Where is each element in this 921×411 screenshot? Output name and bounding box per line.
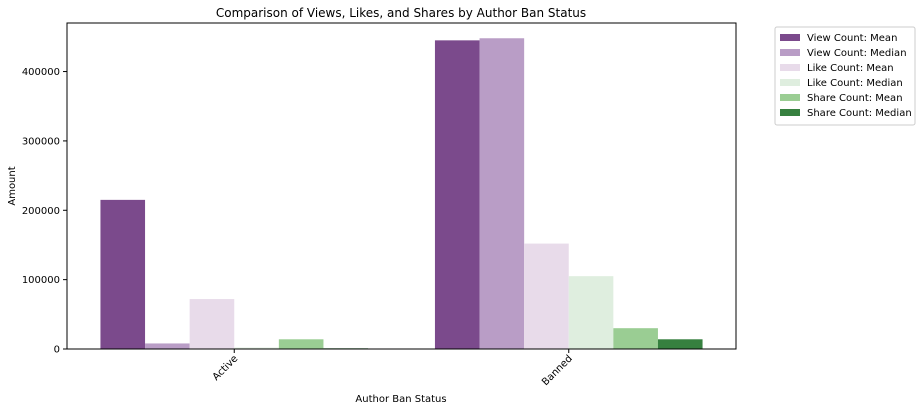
y-tick-label: 400000 <box>22 67 60 78</box>
plot-frame <box>66 22 737 350</box>
legend-label: View Count: Mean <box>807 33 897 44</box>
bars-group <box>100 38 703 350</box>
legend-swatch <box>780 109 800 116</box>
bar-banned-like-count-median <box>568 276 614 349</box>
legend-frame <box>774 26 916 126</box>
y-tick-label: 0 <box>54 345 60 356</box>
x-tick-label-banned: Banned <box>540 353 575 388</box>
y-tick-label: 300000 <box>22 136 60 147</box>
chart-title: Comparison of Views, Likes, and Shares b… <box>216 6 586 20</box>
legend-swatch <box>780 34 800 41</box>
legend-label: Share Count: Median <box>807 108 912 119</box>
legend-swatch <box>780 79 800 86</box>
bar-active-view-count-median <box>145 343 190 349</box>
bar-active-view-count-mean <box>100 199 146 349</box>
y-axis: 0 100000 200000 300000 400000 <box>22 67 67 356</box>
y-tick-label: 200000 <box>22 206 60 217</box>
y-tick-label: 100000 <box>22 275 60 286</box>
legend-label: Share Count: Mean <box>807 93 903 104</box>
bar-banned-view-count-mean <box>434 40 480 350</box>
bar-banned-view-count-median <box>479 38 525 349</box>
legend-label: View Count: Median <box>807 48 907 59</box>
bar-banned-share-count-mean <box>613 328 658 349</box>
bar-banned-like-count-mean <box>524 243 569 349</box>
bar-active-like-count-mean <box>189 299 235 349</box>
legend-label: Like Count: Mean <box>807 63 894 74</box>
y-axis-label: Amount <box>7 166 18 205</box>
legend: View Count: Mean View Count: Median Like C… <box>774 26 916 126</box>
legend-swatch <box>780 49 800 56</box>
x-tick-label-active: Active <box>211 353 241 383</box>
bar-banned-share-count-median <box>657 339 703 349</box>
x-axis-label: Author Ban Status <box>355 394 446 405</box>
legend-swatch <box>780 64 800 71</box>
legend-swatch <box>780 94 800 101</box>
bar-active-share-count-mean <box>278 339 324 349</box>
legend-label: Like Count: Median <box>807 78 903 89</box>
bar-active-like-count-median <box>234 347 279 349</box>
x-axis: Active Banned <box>211 349 575 388</box>
